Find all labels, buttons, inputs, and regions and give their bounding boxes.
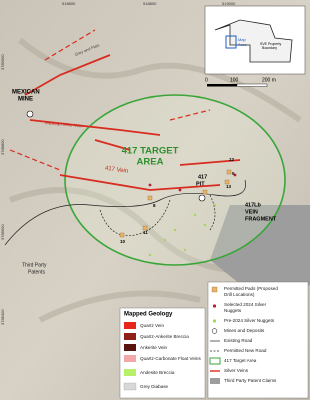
legend-label: Nuggets — [224, 308, 242, 313]
legend-label: Third Party Patent Claims — [224, 378, 277, 383]
coord-top: 519000 — [222, 1, 236, 6]
legend-label: Drill Locations) — [224, 292, 255, 297]
legend-label: Pre-2024 Silver Nuggets — [224, 318, 275, 323]
mine-label: MEXICAN — [12, 90, 40, 96]
pad-label: 13 — [226, 184, 232, 189]
legend-label: Quartz Vein — [140, 323, 164, 328]
map: 518600 518800 519000 3789000 3788800 378… — [0, 0, 310, 400]
veins-dashed — [9, 29, 211, 171]
inset-label: Area — [238, 42, 247, 47]
legend-swatch — [124, 333, 136, 340]
coord-top: 518600 — [62, 1, 76, 6]
coord-top: 518800 — [143, 1, 157, 6]
pit-label: PIT — [196, 181, 205, 187]
legend-swatch — [124, 355, 136, 362]
coord-left: 3788800 — [0, 139, 5, 155]
legend-symbol — [210, 378, 220, 384]
legend-symbol — [211, 328, 218, 334]
legend: Permitted Pads (Proposed Drill Locations… — [207, 281, 309, 399]
pad-label: 5 — [232, 171, 235, 176]
property-boundary — [214, 19, 293, 63]
silver-veins — [24, 54, 241, 191]
legend-label: Quartz-Ankerite Breccia — [140, 334, 189, 339]
roads — [4, 179, 246, 246]
fragment-label: FRAGMENT — [245, 216, 277, 222]
pad-label: 11 — [143, 230, 148, 235]
pads — [119, 169, 232, 238]
legend-label: Mines and Deposits — [224, 328, 265, 333]
legend-label: Selected 2024 Silver — [224, 302, 267, 307]
legend-symbol — [212, 304, 217, 308]
legend-label: 417 Target Area — [224, 358, 257, 363]
patent-label: Patents — [28, 269, 45, 275]
legend-label: Ankerite Vein — [140, 345, 168, 350]
pit-label: 417 — [198, 174, 207, 180]
fragment-label: VEIN — [245, 209, 258, 215]
pad-label: 12 — [229, 157, 235, 162]
legend-label: Quartz-Carbonate Float Veins — [140, 356, 201, 361]
coord-left: 3788400 — [0, 309, 5, 325]
legend-box — [207, 281, 309, 399]
coord-left: 3788600 — [0, 224, 5, 240]
map-area-box — [225, 35, 237, 49]
legend-swatch — [124, 369, 136, 376]
scale-label: 100 — [230, 77, 239, 83]
scale-bar — [236, 83, 268, 87]
vein-label: Mexican Mine Vein — [45, 120, 84, 128]
pad-label: 8 — [153, 203, 156, 208]
target-label: 417 TARGET — [122, 146, 179, 157]
scale-bar — [207, 84, 237, 87]
legend-symbol — [212, 319, 217, 323]
patent-claims — [210, 205, 310, 300]
legend-swatch — [123, 382, 137, 391]
scale-label: 200 m — [262, 77, 276, 83]
inset-label: Map — [238, 37, 247, 42]
geology-legend: Mapped Geology Quartz Vein Quartz-Ankeri… — [119, 307, 206, 399]
coord-left: 3789000 — [0, 54, 5, 70]
scale-label: 0 — [205, 77, 208, 83]
legend-label: Existing Road — [224, 338, 253, 343]
inset-label: SVE Property — [260, 42, 281, 46]
legend-label: Permitted New Road — [224, 348, 267, 353]
legend-swatch — [124, 344, 136, 351]
legend-swatch — [124, 322, 136, 329]
legend-label: Andesite Breccia — [140, 370, 175, 375]
selected-nuggets — [148, 173, 237, 192]
legend-symbol — [211, 286, 218, 293]
legend-symbol — [209, 357, 221, 365]
nuggets — [148, 203, 217, 257]
inset-label: Boundary — [262, 46, 277, 50]
legend-title: Mapped Geology — [124, 312, 173, 318]
target-label: AREA — [137, 157, 164, 168]
vein-label: 417 Vein — [105, 166, 129, 175]
mines — [26, 110, 206, 202]
target-area — [64, 94, 286, 266]
mine-label: MINE — [18, 97, 33, 103]
legend-label: Silver Veins — [224, 368, 249, 373]
patent-label: Third Party — [22, 262, 47, 268]
pad-label: 10 — [120, 239, 126, 244]
legend-label: Grey Diabase — [140, 384, 169, 389]
fragment-label: 417Lb — [245, 202, 262, 208]
legend-label: Permitted Pads (Proposed — [224, 286, 278, 291]
